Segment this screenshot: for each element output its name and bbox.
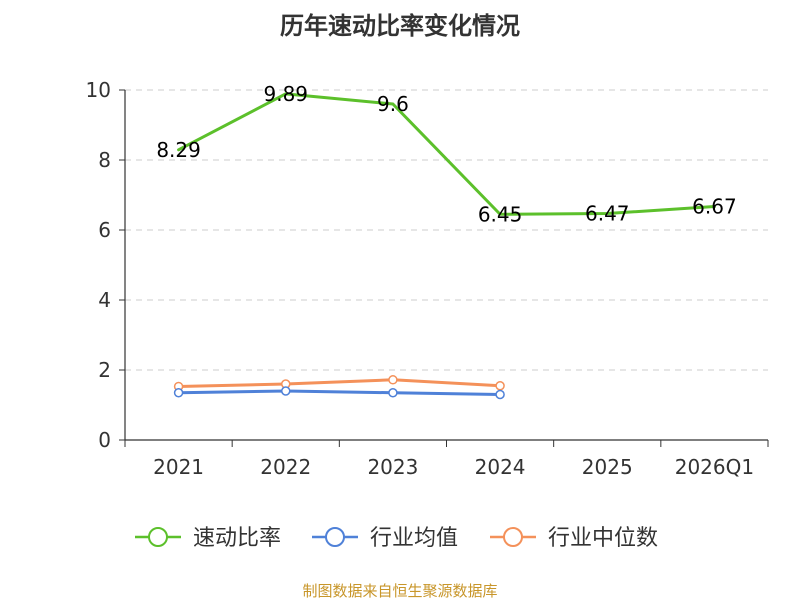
legend-item-0[interactable]: 速动比率: [135, 526, 281, 551]
legend-marker: [503, 527, 523, 547]
chart-title: 历年速动比率变化情况: [280, 12, 520, 40]
y-tick-label: 6: [98, 218, 111, 242]
data-labels: 8.29 9.89 9.6 6.45 6.47 6.67: [156, 82, 736, 226]
data-label: 9.89: [263, 82, 308, 106]
source-note: 制图数据来自恒生聚源数据库: [302, 582, 497, 600]
legend-label: 行业中位数: [548, 526, 658, 551]
x-tick-label: 2023: [367, 455, 418, 479]
data-point: [388, 375, 398, 385]
grid: [125, 89, 768, 371]
legend-item-1[interactable]: 行业均值: [312, 526, 458, 551]
legend-label: 速动比率: [193, 526, 281, 551]
legend-marker: [325, 527, 345, 547]
series-layer: [173, 92, 716, 400]
y-tick-label: 0: [98, 428, 111, 452]
data-label: 8.29: [156, 138, 201, 162]
series-line-2: [177, 378, 502, 388]
axes: 0 2 4 6 8 10 2021 2022 2023 2024 2025 2026Q1: [86, 78, 769, 479]
legend-marker: [148, 527, 168, 547]
y-tick-label: 4: [98, 288, 111, 312]
x-tick-label: 2024: [475, 455, 526, 479]
data-point: [495, 389, 505, 400]
data-label: 9.6: [377, 92, 409, 116]
x-tick-label: 2025: [582, 455, 633, 479]
data-label: 6.47: [585, 202, 630, 226]
data-point: [388, 388, 398, 398]
x-tick-label: 2021: [153, 455, 204, 479]
data-label: 6.67: [692, 195, 737, 219]
data-point: [281, 386, 291, 396]
legend: 速动比率 行业均值 行业中位数: [135, 526, 658, 551]
data-point: [495, 381, 505, 391]
y-tick-label: 8: [98, 148, 111, 172]
data-label: 6.45: [478, 202, 523, 226]
x-tick-label: 2026Q1: [675, 455, 754, 479]
data-point: [173, 388, 184, 398]
x-tick-label: 2022: [260, 455, 311, 479]
series-line-0: [177, 92, 716, 216]
legend-label: 行业均值: [370, 526, 458, 551]
series-line-1: [177, 389, 502, 396]
legend-item-2[interactable]: 行业中位数: [490, 526, 658, 551]
y-tick-label: 2: [98, 358, 111, 382]
y-tick-label: 10: [86, 78, 111, 102]
